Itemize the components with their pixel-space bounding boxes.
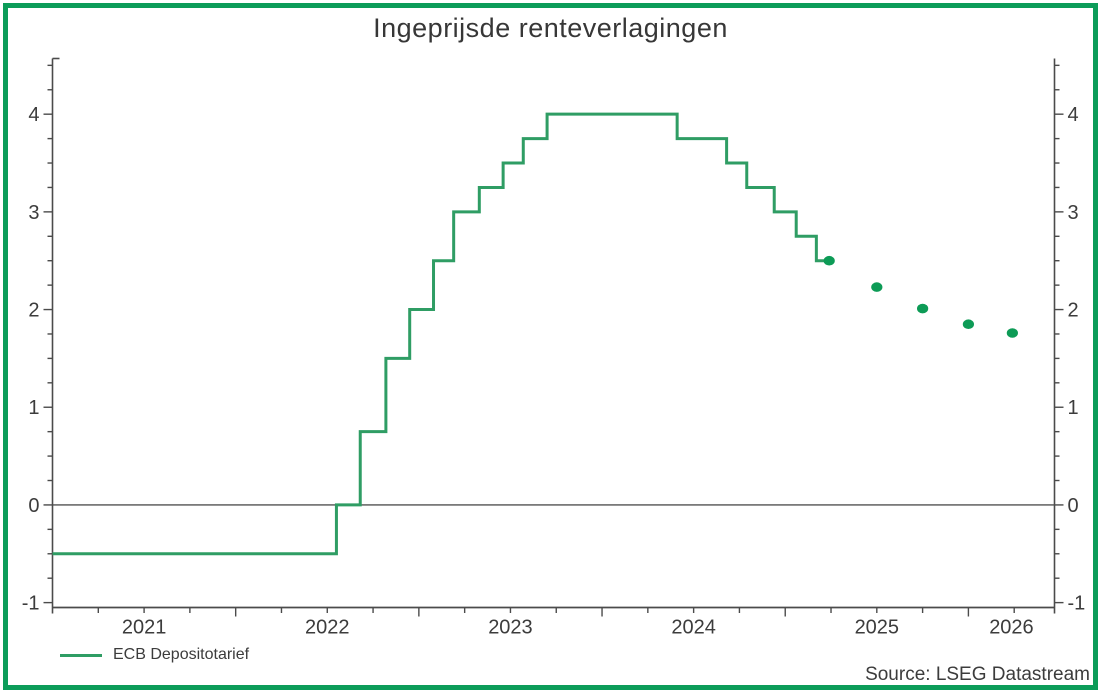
x-axis-year-label: 2026	[989, 617, 1034, 639]
forecast-dot	[1006, 328, 1018, 338]
x-axis-year-label: 2021	[122, 617, 167, 639]
y-axis-label-right: 2	[1068, 300, 1079, 322]
chart-title: Ingeprijsde renteverlagingen	[373, 13, 728, 43]
y-axis-label-right: 4	[1068, 104, 1079, 126]
x-axis-year-label: 2022	[305, 617, 350, 639]
y-axis-label-left: -1	[22, 593, 40, 615]
y-axis-label-left: 3	[28, 202, 39, 224]
x-axis-year-label: 2023	[488, 617, 533, 639]
source-attribution: Source: LSEG Datastream	[865, 664, 1090, 685]
y-axis-label-left: 0	[28, 495, 39, 517]
legend-series-label: ECB Depositotarief	[113, 646, 250, 663]
forecast-dot	[962, 319, 975, 330]
forecast-dot	[917, 303, 929, 314]
rate-step-line	[52, 112, 826, 556]
y-axis-label-left: 1	[28, 397, 39, 419]
forecast-dot	[823, 255, 835, 266]
y-axis-label-right: -1	[1068, 593, 1086, 615]
y-axis-label-right: 0	[1068, 495, 1079, 517]
legend-line-swatch	[60, 653, 102, 657]
y-axis-label-right: 1	[1068, 397, 1079, 419]
y-axis-label-left: 4	[28, 104, 39, 126]
y-axis-label-left: 2	[28, 300, 39, 322]
forecast-dot	[871, 282, 883, 292]
x-axis-year-label: 2024	[671, 617, 716, 639]
legend: ECB Depositotarief	[60, 645, 249, 665]
y-axis-label-right: 3	[1068, 202, 1079, 224]
x-axis-year-label: 2025	[855, 617, 900, 639]
